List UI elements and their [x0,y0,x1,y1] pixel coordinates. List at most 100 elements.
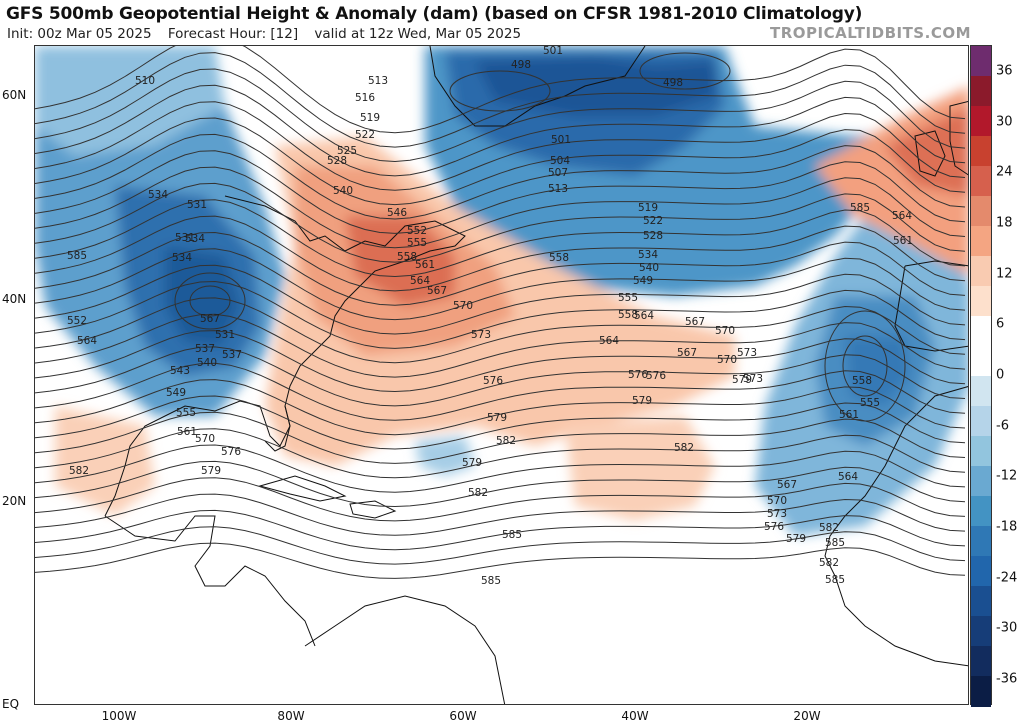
coastline-south-america [304,595,506,704]
height-contour-line [35,444,966,493]
contour-label: 522 [355,129,375,141]
height-contour-line [35,526,966,565]
colorbar-segment [971,496,991,527]
contour-label: 579 [462,457,482,469]
contour-label: 564 [634,310,654,322]
height-contour-line [35,117,966,206]
anomaly-positive-europe-core [885,106,968,196]
contour-label: 573 [737,347,757,359]
height-contour-line [35,231,966,306]
contour-label: 573 [743,373,763,385]
height-contour-line [35,280,966,349]
contour-label: 567 [427,285,447,297]
contour-label: 531 [175,232,195,244]
contour-label: 570 [453,300,473,312]
contour-label: 564 [410,275,430,287]
colorbar-segment [971,256,991,287]
colorbar-segment [971,586,991,617]
contour-label: 519 [360,112,380,124]
contour-label: 540 [197,357,217,369]
contour-label: 558 [852,375,872,387]
contour-labels: 510 5135165195225255285315345405465525555… [67,46,913,587]
height-contour-closed [189,285,231,317]
contour-label: 498 [511,59,531,71]
colorbar-tick-label: 30 [996,114,1013,130]
colorbar-segment [971,316,991,347]
contour-label: 570 [715,325,735,337]
contour-label: 579 [201,465,221,477]
colorbar-segment [971,136,991,167]
contour-label: 585 [825,574,845,586]
contour-label: 570 [717,354,737,366]
contour-label: 576 [483,375,503,387]
contour-label: 585 [825,537,845,549]
contour-label: 576 [628,369,648,381]
height-contour-line [35,133,966,220]
height-contour-line [35,84,966,177]
contour-label: 501 [543,46,563,57]
colorbar-segment [971,646,991,677]
colorbar-tick-label: 12 [996,266,1013,282]
contour-label: 582 [69,465,89,477]
contour-label: 498 [663,77,683,89]
height-contour-line [35,362,966,421]
contour-label: 561 [177,426,197,438]
lon-label-40w: 40W [621,709,649,723]
colorbar-segment [971,106,991,137]
colorbar-segment [971,226,991,257]
contour-label: 534 [172,252,192,264]
height-contour-line [35,101,966,191]
contour-label: 576 [646,370,666,382]
contour-label: 585 [67,250,87,262]
height-contour-closed [174,272,246,330]
colorbar-segment [971,76,991,107]
height-contour-line [35,379,966,436]
colorbar-tick-label: 36 [996,63,1013,79]
contour-label: 549 [166,387,186,399]
contour-label: 582 [468,487,488,499]
contour-label: 564 [838,471,858,483]
colorbar-tick-label: 0 [996,367,1005,383]
anomaly-negative-north-atlantic-inner [475,56,715,116]
contour-label: 507 [548,167,568,179]
height-contour-line [35,150,966,234]
contour-label: 513 [548,183,568,195]
lon-label-100w: 100W [101,709,137,723]
colorbar-segment [971,166,991,197]
colorbar-tick-label: -18 [996,519,1018,535]
colorbar-segment [971,436,991,467]
anomaly-shading [35,46,968,536]
contour-label: 585 [502,529,522,541]
contour-label: 534 [638,249,658,261]
anomaly-colorbar [970,45,992,707]
contour-label: 573 [767,508,787,520]
contour-label: 564 [892,210,912,222]
colorbar-tick-label: 24 [996,164,1013,180]
lon-label-60w: 60W [449,709,477,723]
contour-label: 567 [200,313,220,325]
colorbar-segment [971,526,991,557]
height-contour-line [35,411,966,464]
contour-label: 540 [639,262,659,274]
contour-label: 579 [732,374,752,386]
contour-label: 582 [819,557,839,569]
coastline-cuba [258,475,347,502]
lat-label-20n: 20N [2,494,27,508]
lon-label-80w: 80W [277,709,305,723]
contour-label: 582 [819,522,839,534]
contour-label: 513 [368,75,388,87]
lat-label-60n: 60N [2,88,27,102]
coastline-greenland [429,46,646,127]
height-contour-line [35,313,966,378]
colorbar-segment [971,676,991,707]
contour-label: 531 [187,199,207,211]
contour-label: 567 [777,479,797,491]
lat-label-40n: 40N [2,292,27,306]
height-contour-line [35,330,966,393]
contour-label: 558 [549,252,569,264]
contour-label: 528 [327,155,347,167]
height-contour-line [35,182,966,263]
contour-label: 552 [407,225,427,237]
anomaly-negative-central-us-inner [165,246,240,346]
colorbar-segment [971,196,991,227]
